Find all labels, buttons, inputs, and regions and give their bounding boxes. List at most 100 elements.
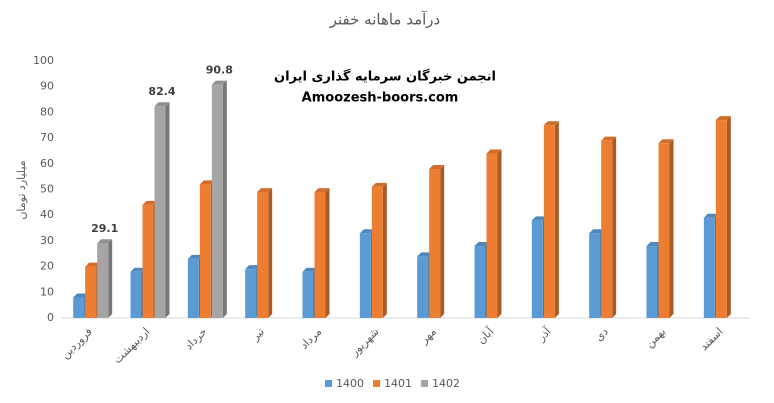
- value-label: 90.8: [206, 64, 233, 77]
- legend-label: 1400: [336, 377, 364, 390]
- x-tick-label: اسفند: [697, 325, 725, 353]
- value-label: 82.4: [148, 85, 175, 98]
- bar-top: [601, 136, 617, 141]
- x-tick-label: شهریور: [347, 325, 381, 359]
- bar: [199, 184, 211, 318]
- y-tick-label: 30: [40, 234, 54, 247]
- x-tick-label: دی: [592, 325, 611, 344]
- bar: [73, 297, 85, 318]
- x-tick-label: مرداد: [297, 325, 324, 352]
- bar-side: [669, 139, 674, 318]
- bar: [589, 233, 601, 318]
- bar: [245, 269, 257, 318]
- bar: [715, 120, 727, 318]
- y-tick-label: 60: [40, 157, 54, 170]
- bar-top: [130, 267, 146, 272]
- bar-side: [222, 80, 227, 318]
- bar: [703, 217, 715, 318]
- y-tick-label: 0: [47, 311, 54, 324]
- bar-side: [382, 182, 387, 318]
- y-tick-label: 40: [40, 208, 54, 221]
- bar: [429, 168, 441, 318]
- y-tick-label: 50: [40, 183, 54, 196]
- bar-top: [646, 242, 662, 247]
- bar: [371, 186, 383, 318]
- bar: [154, 106, 166, 319]
- bar: [142, 204, 154, 318]
- bar: [97, 243, 109, 318]
- bar-top: [302, 267, 318, 272]
- bar-top: [257, 188, 273, 193]
- bar-top: [715, 116, 731, 121]
- bar-side: [554, 121, 559, 318]
- bar-top: [658, 139, 674, 144]
- y-tick-label: 20: [40, 260, 54, 273]
- annotation: Amoozesh-boors.com: [302, 91, 459, 106]
- bar: [531, 220, 543, 318]
- legend-label: 1401: [384, 377, 412, 390]
- annotation: انجمن خبرگان سرمایه گذاری ایران: [274, 69, 496, 85]
- y-tick-label: 90: [40, 80, 54, 93]
- bar-top: [543, 121, 559, 126]
- bar: [187, 258, 199, 318]
- bar-top: [85, 262, 101, 267]
- bar-top: [187, 254, 203, 259]
- chart-title: درآمد ماهانه خفنر: [329, 11, 441, 29]
- x-tick-label: آبان: [474, 324, 497, 347]
- bar: [302, 271, 314, 318]
- bar: [601, 140, 613, 318]
- y-tick-label: 100: [33, 54, 54, 67]
- bar-top: [359, 229, 375, 234]
- bar: [257, 192, 269, 318]
- x-tick-label: اردیبهشت: [111, 325, 152, 366]
- bar-top: [429, 164, 445, 169]
- bar-top: [703, 213, 719, 218]
- bar: [646, 246, 658, 318]
- bar-side: [497, 149, 502, 318]
- x-tick-label: بهمن: [643, 325, 668, 350]
- y-tick-label: 80: [40, 105, 54, 118]
- y-axis-label: میلیارد تومان: [15, 160, 28, 219]
- bar-top: [589, 229, 605, 234]
- bar: [85, 266, 97, 318]
- bar-top: [314, 188, 330, 193]
- bar: [130, 271, 142, 318]
- legend-swatch: [373, 380, 380, 387]
- bar: [314, 192, 326, 318]
- y-tick-label: 70: [40, 131, 54, 144]
- bar-side: [108, 239, 113, 318]
- bar: [486, 153, 498, 318]
- bar: [211, 84, 223, 318]
- bar-side: [726, 116, 731, 318]
- bar-side: [165, 102, 170, 319]
- legend-label: 1402: [432, 377, 460, 390]
- value-label: 29.1: [91, 222, 118, 235]
- x-tick-label: تیر: [248, 325, 267, 344]
- bar-top: [531, 216, 547, 221]
- bar-side: [325, 188, 330, 318]
- bar-top: [211, 80, 227, 85]
- bar: [417, 256, 429, 318]
- bar-top: [73, 293, 89, 298]
- bar: [359, 233, 371, 318]
- bar-side: [268, 188, 273, 318]
- bar-top: [154, 102, 170, 107]
- x-tick-label: فروردین: [59, 325, 95, 361]
- x-tick-label: آذر: [534, 324, 555, 345]
- x-tick-label: مهر: [417, 325, 439, 347]
- bar-top: [199, 180, 215, 185]
- bar-side: [440, 164, 445, 318]
- bar-top: [371, 182, 387, 187]
- bar-top: [142, 200, 158, 205]
- bar-side: [612, 136, 617, 318]
- bar: [543, 125, 555, 318]
- bar-top: [474, 242, 490, 247]
- bar-top: [417, 252, 433, 257]
- y-tick-label: 10: [40, 285, 54, 298]
- bar-top: [486, 149, 502, 154]
- bar-top: [245, 265, 261, 270]
- bar: [474, 246, 486, 318]
- bar: [658, 143, 670, 318]
- legend-swatch: [325, 380, 332, 387]
